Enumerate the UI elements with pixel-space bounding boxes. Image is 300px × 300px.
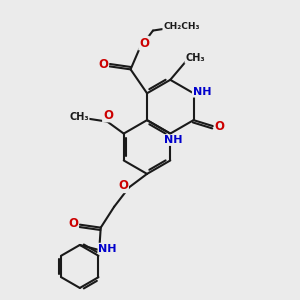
Text: O: O bbox=[118, 179, 128, 192]
Text: CH₂CH₃: CH₂CH₃ bbox=[163, 22, 200, 31]
Text: O: O bbox=[214, 120, 224, 133]
Text: NH: NH bbox=[98, 244, 117, 254]
Text: O: O bbox=[98, 58, 108, 71]
Text: CH₃: CH₃ bbox=[69, 112, 89, 122]
Text: O: O bbox=[139, 37, 149, 50]
Text: O: O bbox=[103, 109, 113, 122]
Text: NH: NH bbox=[164, 135, 182, 145]
Text: O: O bbox=[68, 217, 78, 230]
Text: NH: NH bbox=[193, 87, 211, 97]
Text: CH₃: CH₃ bbox=[185, 53, 205, 63]
